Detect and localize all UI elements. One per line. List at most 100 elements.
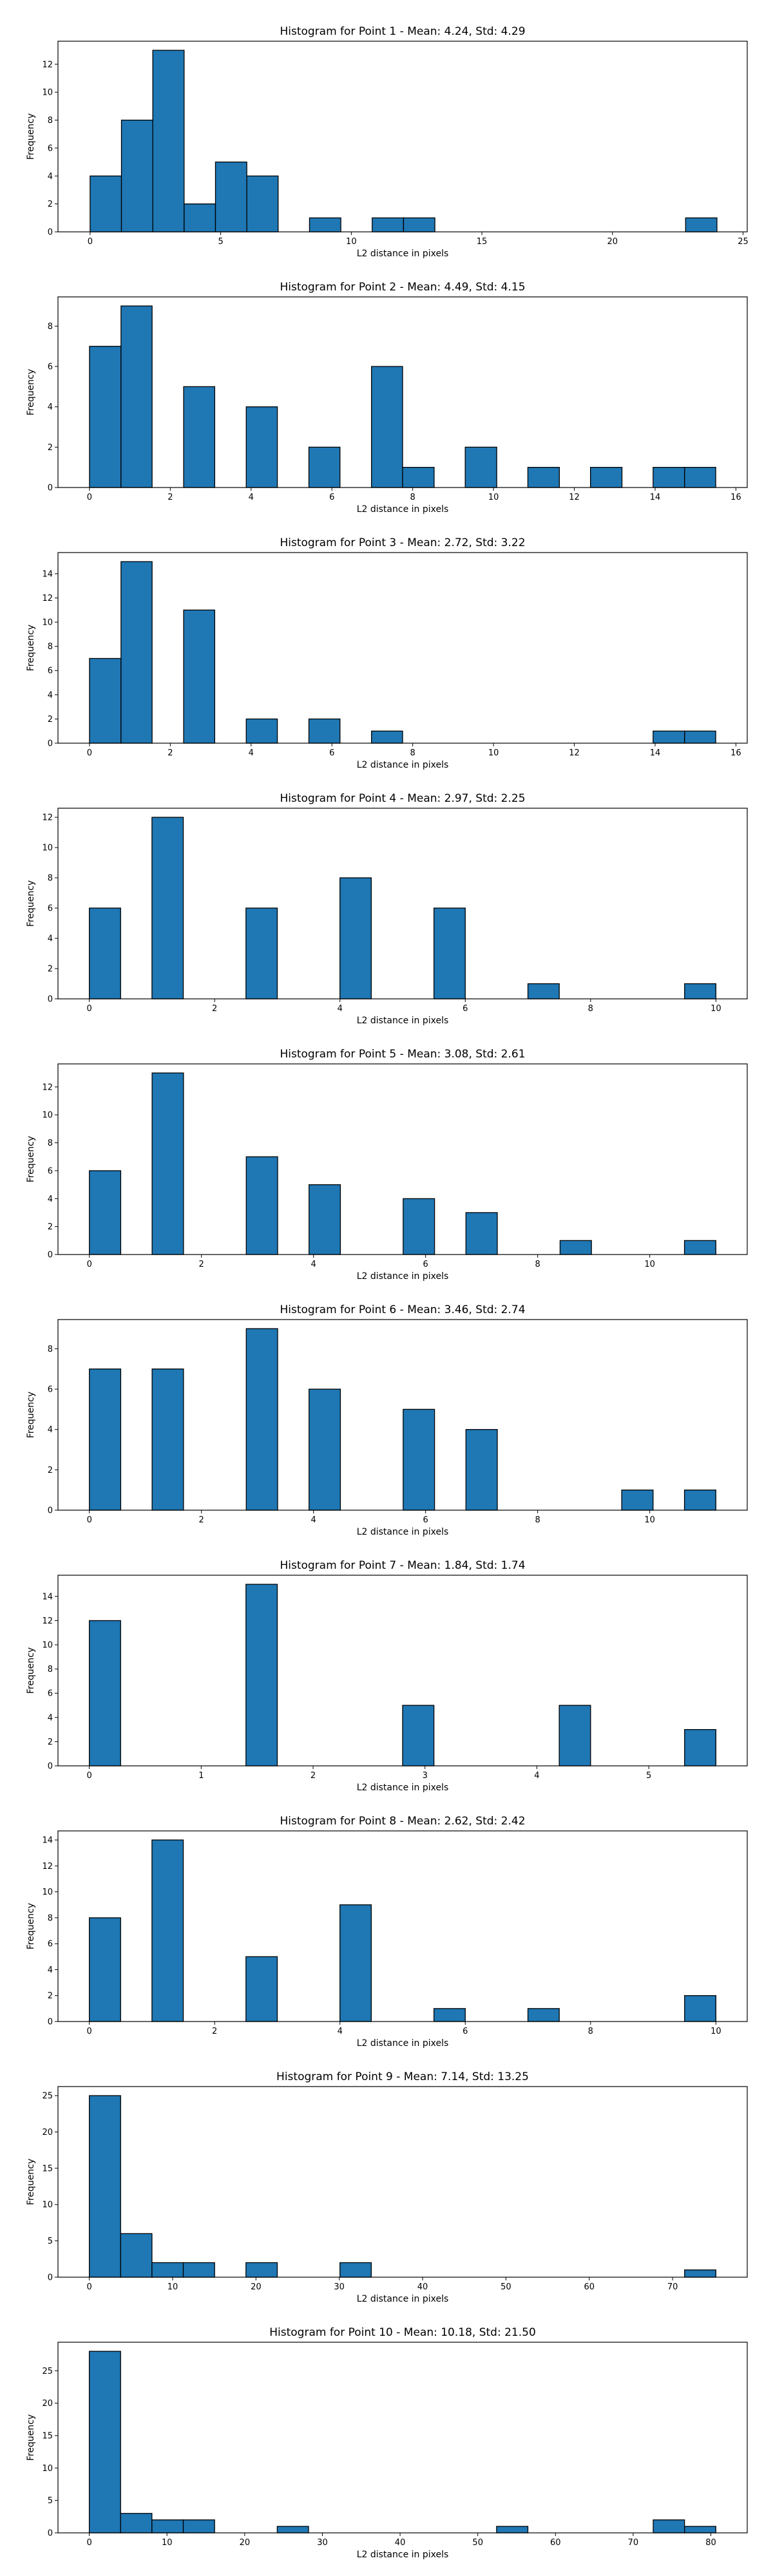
y-tick-label: 25: [42, 2092, 53, 2101]
plot-frame: [57, 1575, 748, 1766]
x-tick-label: 70: [667, 2282, 678, 2292]
histogram-bar: [589, 467, 623, 488]
x-tick-label: 16: [730, 748, 741, 758]
x-tick-label: 6: [423, 1515, 428, 1525]
histogram-bar: [309, 1388, 341, 1511]
x-axis-label: L2 distance in pixels: [357, 2038, 449, 2049]
x-tick-label: 5: [218, 237, 223, 247]
x-tick-label: 6: [423, 1260, 428, 1269]
histogram-bar: [151, 2519, 184, 2533]
histogram-bar: [559, 1240, 592, 1255]
y-axis-label: Frequency: [26, 625, 36, 671]
histogram-bar: [246, 175, 279, 232]
y-tick-label: 14: [42, 569, 53, 579]
x-tick-label: 40: [417, 2282, 428, 2292]
y-axis-label: Frequency: [26, 1136, 36, 1182]
x-tick-label: 14: [650, 748, 661, 758]
y-tick-label: 0: [48, 1762, 53, 1772]
histogram-panel-1: Histogram for Point 1 - Mean: 4.24, Std:…: [26, 25, 749, 259]
histogram-bar: [403, 217, 435, 232]
x-tick-label: 4: [311, 1515, 316, 1525]
x-tick-label: 0: [87, 1260, 92, 1269]
x-tick-label: 0: [87, 748, 92, 758]
x-tick-label: 25: [738, 237, 749, 247]
x-tick-label: 8: [410, 493, 415, 502]
x-tick-label: 0: [86, 1771, 91, 1781]
histogram-bar: [402, 1705, 435, 1766]
histogram-bar: [89, 1170, 122, 1255]
y-tick-label: 6: [48, 667, 53, 676]
histogram-bar: [245, 1328, 278, 1511]
y-tick-label: 12: [42, 1083, 53, 1092]
histogram-panel-3: Histogram for Point 3 - Mean: 2.72, Std:…: [26, 536, 748, 770]
histogram-bar: [685, 217, 718, 232]
y-tick-label: 4: [48, 1195, 53, 1204]
histogram-bar: [308, 446, 341, 488]
histogram-bar: [90, 175, 122, 232]
y-tick-label: 8: [48, 1665, 53, 1674]
histogram-bar: [184, 203, 216, 232]
x-tick-label: 80: [705, 2538, 716, 2548]
x-tick-label: 6: [329, 493, 334, 502]
histogram-panel-6: Histogram for Point 6 - Mean: 3.46, Std:…: [26, 1303, 748, 1537]
x-tick-label: 8: [535, 1260, 540, 1269]
y-tick-label: 4: [48, 402, 53, 412]
plot-frame: [57, 2342, 748, 2533]
x-tick-label: 2: [167, 748, 173, 758]
y-axis-label: Frequency: [26, 1647, 36, 1694]
histogram-bar: [245, 1956, 278, 2022]
histogram-bar: [182, 2262, 215, 2278]
histogram-bar: [309, 217, 341, 232]
y-tick-label: 0: [48, 228, 53, 238]
y-tick-label: 6: [48, 1385, 53, 1395]
plot-frame: [57, 1063, 748, 1255]
histogram-bar: [309, 1184, 341, 1255]
x-tick-label: 10: [711, 1004, 721, 1014]
chart-title: Histogram for Point 4 - Mean: 2.97, Std:…: [280, 792, 525, 805]
histogram-bar: [182, 2519, 215, 2533]
y-tick-label: 8: [48, 322, 53, 332]
histogram-panel-8: Histogram for Point 8 - Mean: 2.62, Std:…: [26, 1815, 748, 2049]
y-tick-label: 4: [48, 172, 53, 182]
histogram-bar: [151, 1072, 184, 1255]
histogram-bar: [339, 1904, 372, 2022]
x-axis-label: L2 distance in pixels: [357, 760, 449, 770]
chart-title: Histogram for Point 9 - Mean: 7.14, Std:…: [276, 2070, 529, 2083]
y-tick-label: 12: [42, 594, 53, 603]
y-tick-label: 12: [42, 1616, 53, 1626]
histogram-bar: [653, 730, 685, 744]
y-tick-label: 2: [48, 443, 53, 453]
y-tick-label: 0: [48, 995, 53, 1005]
histogram-bar: [684, 2526, 716, 2533]
x-tick-label: 2: [199, 1260, 204, 1269]
y-tick-label: 0: [48, 739, 53, 749]
histogram-bar: [402, 467, 435, 488]
histogram-bar: [403, 1408, 435, 1511]
x-tick-label: 0: [86, 1004, 91, 1014]
y-tick-label: 14: [42, 1592, 53, 1602]
x-tick-label: 16: [730, 493, 741, 502]
histogram-bar: [151, 1368, 184, 1511]
histogram-bar: [120, 119, 153, 232]
x-tick-label: 8: [410, 748, 415, 758]
y-tick-label: 10: [42, 88, 53, 98]
histogram-bar: [89, 346, 122, 488]
histogram-bar: [684, 1995, 717, 2022]
histogram-bar: [684, 2269, 717, 2278]
histogram-bar: [371, 730, 403, 744]
x-tick-label: 30: [334, 2282, 345, 2292]
x-tick-label: 30: [317, 2538, 328, 2548]
histogram-bar: [683, 1240, 716, 1255]
x-tick-label: 20: [607, 237, 618, 247]
y-tick-label: 8: [48, 1345, 53, 1354]
y-axis-label: Frequency: [26, 369, 36, 415]
y-tick-label: 4: [48, 1713, 53, 1723]
plot-frame: [57, 1319, 748, 1511]
histogram-panel-2: Histogram for Point 2 - Mean: 4.49, Std:…: [26, 281, 748, 515]
histogram-bar: [183, 386, 216, 488]
histogram-bar: [308, 718, 341, 744]
y-axis-label: Frequency: [26, 1903, 36, 1949]
histogram-bar: [89, 658, 122, 744]
plot-frame: [57, 1830, 748, 2022]
